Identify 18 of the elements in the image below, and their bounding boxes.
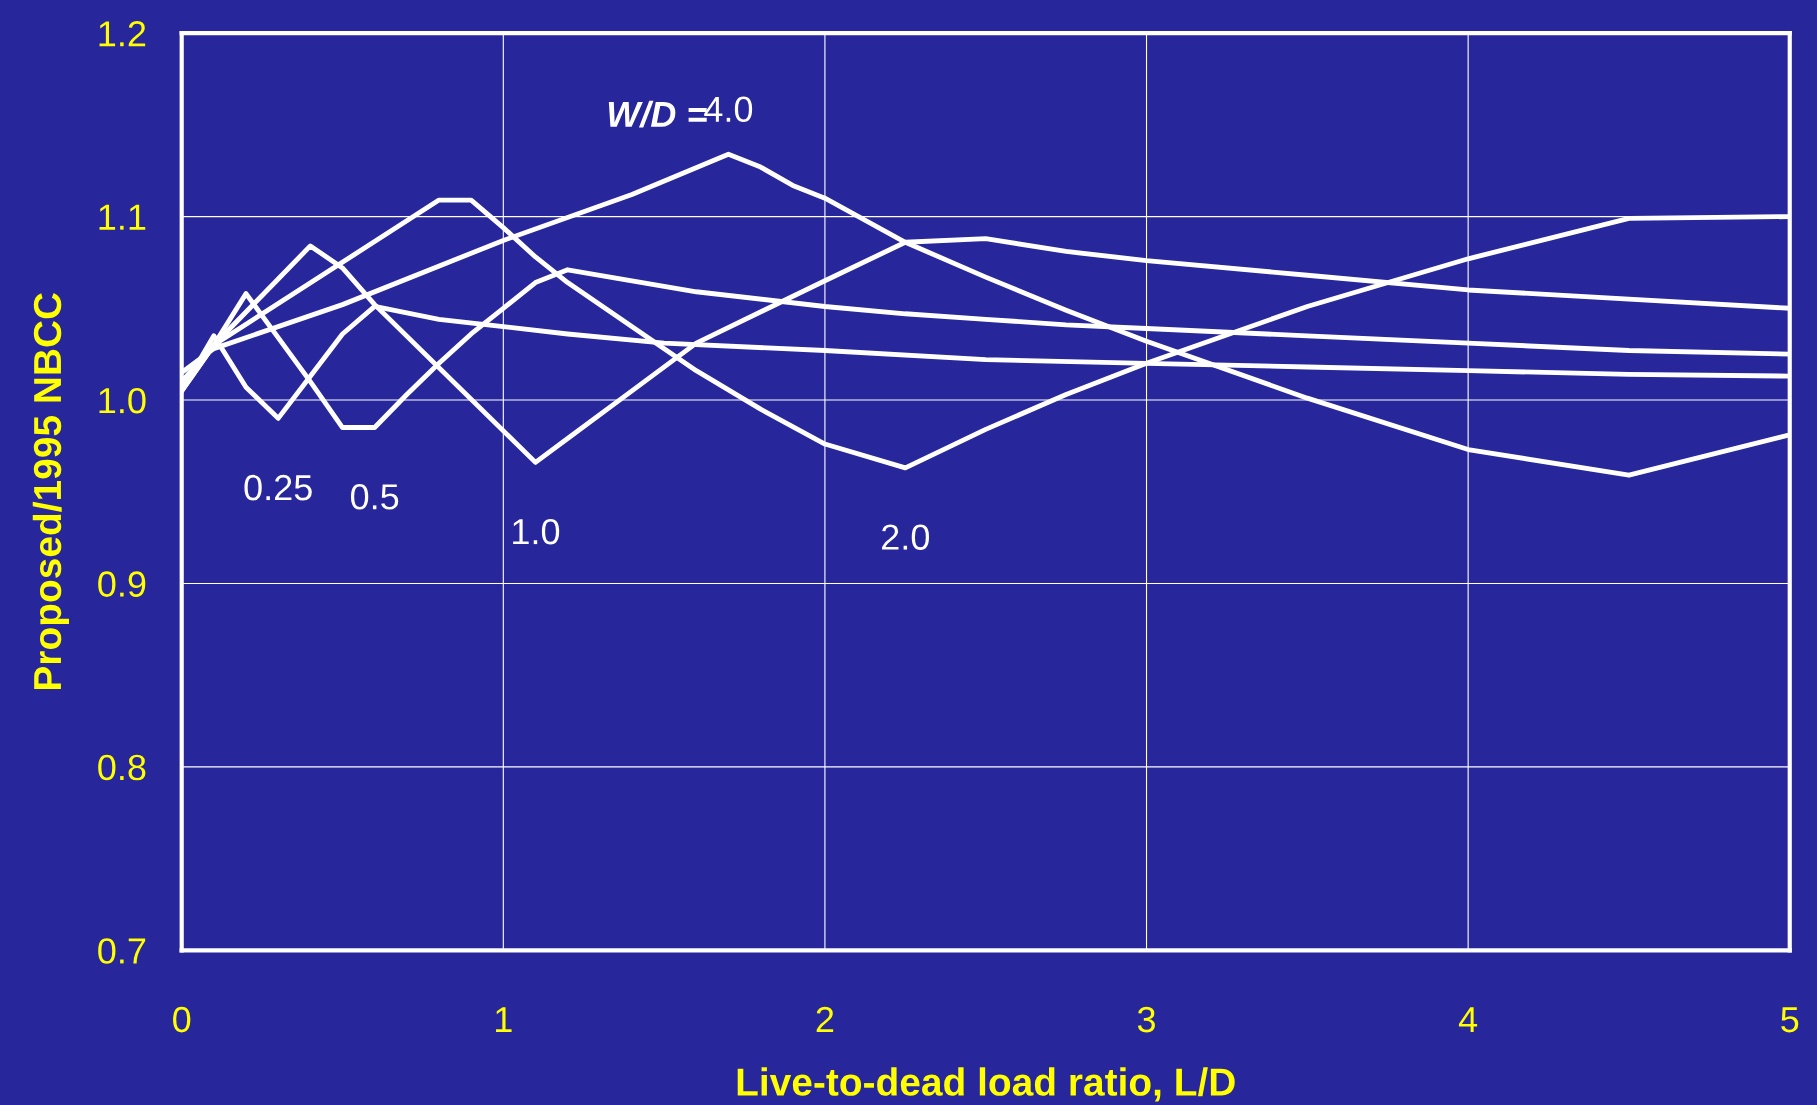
x-tick-label: 3 [1137,1006,1155,1033]
x-tick-label: 4 [1458,1007,1478,1033]
y-tick-label: 1.1 [99,204,146,230]
x-tick-label: 0 [173,1006,191,1033]
y-tick-label: 1.0 [99,387,146,414]
series-label: 1.0 [513,518,560,545]
y-tick-label: 0.8 [98,754,146,781]
x-tick-label: 1 [496,1007,512,1033]
y-tick-label: 0.9 [98,571,146,597]
y-tick-label: 1.2 [99,21,146,47]
x-axis-title: Live-to-dead load ratio, L/D [737,1067,1235,1102]
series-label: 2.0 [882,524,930,550]
y-axis-title: Proposed/1995 NBCC [32,292,70,690]
x-tick-label: 5 [1781,1007,1799,1033]
series-label: 0.5 [350,484,399,510]
x-tick-label: 2 [816,1006,834,1033]
y-tick-label: 0.7 [98,938,146,964]
series-label: 0.25 [244,474,312,501]
